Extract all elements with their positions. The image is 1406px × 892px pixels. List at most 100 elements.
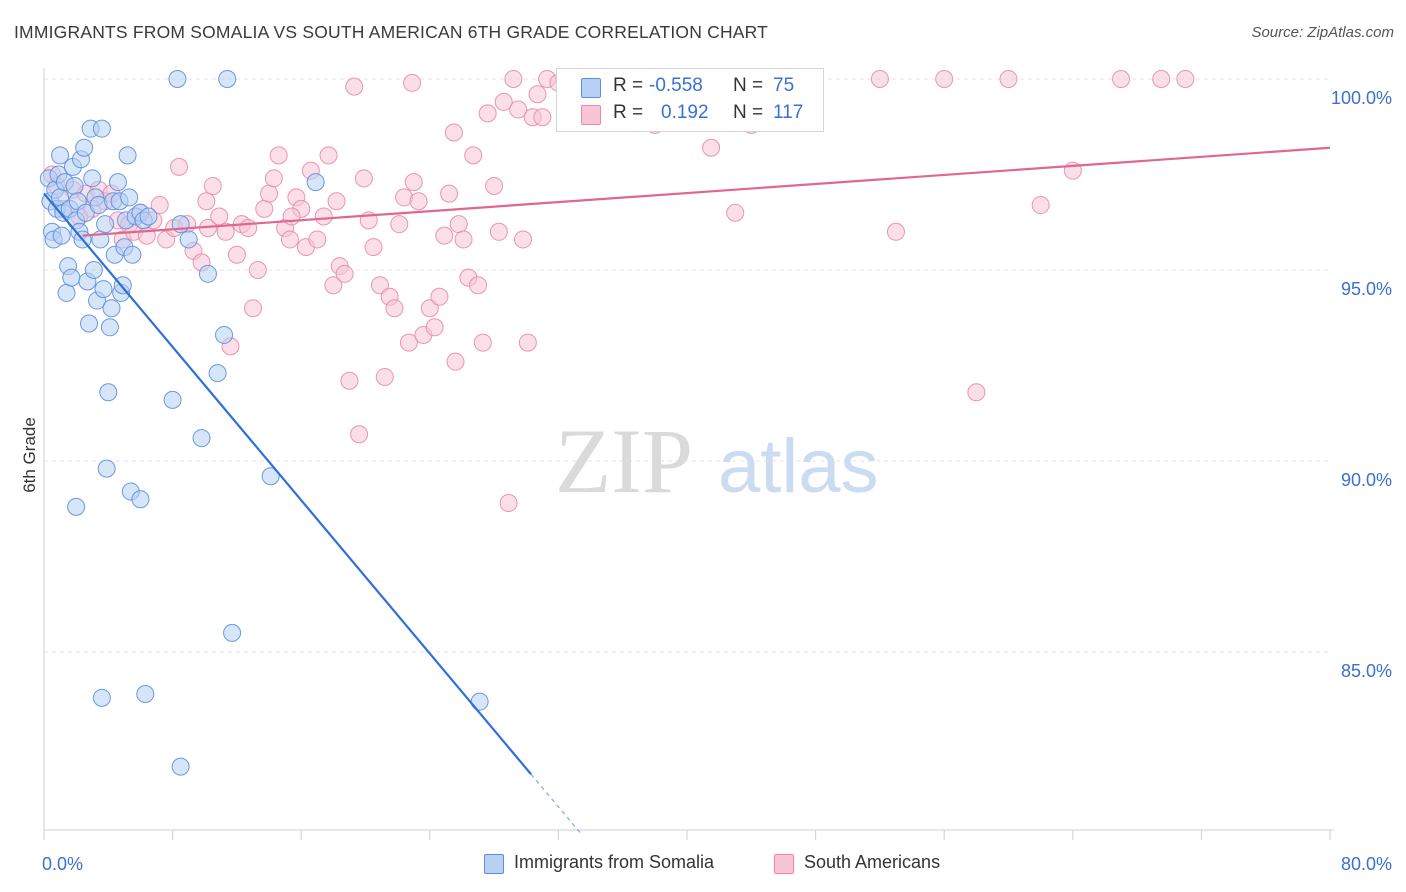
data-point [84, 261, 103, 279]
data-point [454, 230, 473, 249]
data-point [308, 230, 327, 249]
chart-title: IMMIGRANTS FROM SOMALIA VS SOUTH AMERICA… [14, 22, 769, 42]
trend-line-somalia [43, 192, 532, 775]
data-point [533, 108, 552, 127]
data-point [210, 207, 229, 226]
data-point [239, 218, 258, 237]
data-point [375, 367, 394, 386]
data-point [171, 757, 190, 776]
y-tick-label: 85.0% [1341, 661, 1392, 681]
x-tick-label: 80.0% [1341, 854, 1392, 874]
trend-line-somalia-extension [530, 773, 583, 836]
data-point [118, 146, 137, 165]
data-point [425, 318, 444, 337]
data-point [340, 371, 359, 390]
data-point [120, 188, 139, 207]
y-axis-label: 6th Grade [20, 417, 39, 493]
data-point [489, 222, 508, 241]
data-point [139, 207, 158, 226]
data-point [94, 280, 113, 299]
data-point [420, 299, 439, 318]
data-point [435, 226, 454, 245]
data-point [440, 184, 459, 203]
legend-label-south-americans: South Americans [804, 852, 941, 872]
series-immigrants-from-somalia [39, 70, 489, 776]
data-point [282, 207, 301, 226]
watermark-atlas: atlas [718, 424, 879, 509]
data-point [269, 146, 288, 165]
trend-line-south-americans [82, 146, 1331, 237]
data-point [870, 70, 889, 88]
x-tick-labels: 0.0% 80.0% [42, 854, 1392, 874]
data-point [192, 429, 211, 448]
data-point [403, 73, 422, 92]
data-point [350, 425, 369, 444]
r-value-somalia: -0.558 [649, 75, 703, 96]
legend-row-somalia: R = -0.558 N = 75 [557, 73, 823, 101]
data-point [57, 283, 76, 302]
data-point [514, 230, 533, 249]
data-point [385, 299, 404, 318]
data-point [499, 494, 518, 513]
legend-swatch-pink [581, 105, 601, 125]
data-point [370, 276, 389, 295]
data-point [227, 245, 246, 264]
data-point [100, 318, 119, 337]
data-point [504, 70, 523, 88]
data-point [446, 352, 465, 371]
data-point [179, 230, 198, 249]
data-point [243, 299, 262, 318]
data-point [314, 207, 333, 226]
data-point [170, 157, 189, 176]
data-point [444, 123, 463, 142]
data-point [80, 314, 99, 333]
data-point [261, 467, 280, 486]
data-point [364, 238, 383, 257]
data-point [150, 196, 169, 215]
data-point [218, 70, 237, 88]
data-point [163, 390, 182, 409]
bottom-swatch-pink [774, 854, 794, 874]
data-point [131, 490, 150, 509]
r-label: R = [613, 102, 644, 123]
n-value-somalia: 75 [773, 75, 795, 96]
data-point [1176, 70, 1195, 88]
data-point [886, 222, 905, 241]
data-point [999, 70, 1018, 88]
data-point [99, 383, 118, 402]
data-point [216, 222, 235, 241]
data-point [469, 276, 488, 295]
legend-swatch-blue [581, 78, 601, 98]
data-point [208, 364, 227, 383]
data-point [197, 192, 216, 211]
data-point [75, 138, 94, 157]
data-point [92, 688, 111, 707]
data-point [67, 497, 86, 516]
data-point [485, 176, 504, 195]
data-point [327, 192, 346, 211]
data-point [198, 264, 217, 283]
n-label: N = [733, 75, 764, 96]
data-point [62, 268, 81, 287]
y-tick-label: 95.0% [1341, 279, 1392, 299]
y-tick-label: 90.0% [1341, 470, 1392, 490]
data-point [248, 261, 267, 279]
trend-lines [43, 146, 1331, 836]
legend-label-somalia: Immigrants from Somalia [514, 852, 715, 872]
data-point [726, 203, 745, 222]
data-point [97, 459, 116, 478]
watermark-zip: ZIP [555, 410, 693, 512]
data-point [223, 623, 242, 642]
data-point [464, 146, 483, 165]
data-point [335, 264, 354, 283]
data-point [123, 245, 142, 264]
source-credit: Source: ZipAtlas.com [1251, 24, 1394, 41]
data-point [390, 215, 409, 234]
data-point [92, 119, 111, 138]
data-point [136, 685, 155, 704]
r-label: R = [613, 75, 644, 96]
data-point [51, 146, 70, 165]
data-point [404, 173, 423, 192]
data-point [354, 169, 373, 188]
